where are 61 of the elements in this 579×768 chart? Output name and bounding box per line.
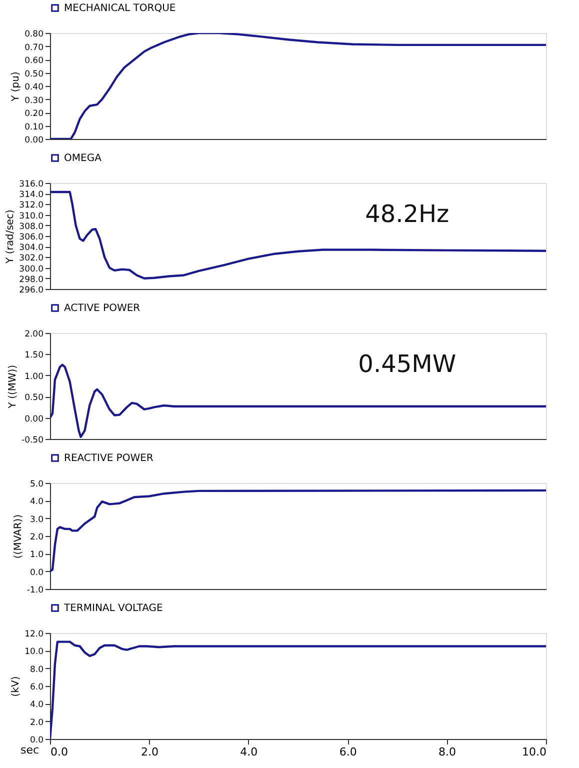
y-tick-label: 306.0 — [19, 232, 44, 242]
y-axis-title: Y ((MW)) — [8, 364, 19, 410]
y-tick-label: 8.0 — [30, 664, 44, 675]
y-tick-label: 298.0 — [19, 274, 44, 285]
y-tick-label: -0.50 — [22, 436, 44, 446]
y-tick-label: 302.0 — [19, 254, 44, 264]
y-tick-label: 0.20 — [24, 109, 44, 119]
y-tick-label: 10.0 — [24, 647, 44, 658]
legend-label: REACTIVE POWER — [64, 453, 154, 464]
y-tick-label: 1.0 — [30, 550, 44, 560]
x-axis-title: sec — [20, 744, 40, 756]
x-tick-label: 10.0 — [522, 746, 546, 758]
y-tick-label: 1.00 — [24, 372, 44, 382]
y-axis-title: Y (pu) — [10, 72, 22, 102]
y-tick-label: 0.40 — [24, 82, 44, 92]
y-tick-label: 0.30 — [24, 96, 44, 106]
y-tick-label: 4.0 — [30, 700, 44, 710]
y-tick-label: 0.80 — [24, 30, 44, 40]
y-tick-label: 0.60 — [24, 56, 44, 66]
y-tick-label: 0.10 — [24, 122, 44, 132]
y-tick-label: 312.0 — [19, 200, 44, 211]
y-tick-label: 0.00 — [24, 136, 44, 146]
annotation: 0.45MW — [358, 350, 456, 378]
y-axis-title: (kV) — [10, 676, 22, 697]
y-tick-label: 0.0 — [30, 568, 44, 578]
x-tick-label: 8.0 — [438, 746, 456, 758]
legend-label: OMEGA — [64, 153, 102, 164]
y-tick-label: 0.70 — [24, 42, 44, 53]
y-tick-label: 0.50 — [24, 69, 44, 80]
x-tick-label: 6.0 — [339, 746, 357, 758]
y-tick-label: 2.00 — [24, 330, 44, 340]
y-tick-label: 296.0 — [19, 286, 44, 296]
y-tick-label: 310.0 — [19, 211, 44, 222]
y-tick-label: 314.0 — [19, 190, 44, 200]
y-tick-label: 3.0 — [30, 514, 44, 525]
x-tick-label: 4.0 — [240, 746, 258, 758]
y-tick-label: 0.00 — [24, 414, 44, 424]
line-series — [50, 190, 546, 280]
y-tick-label: 12.0 — [24, 630, 44, 640]
y-tick-label: 1.50 — [24, 350, 44, 361]
y-tick-label: 2.0 — [30, 718, 44, 728]
y-tick-label: 316.0 — [19, 180, 44, 190]
y-tick-label: 0.50 — [24, 393, 44, 404]
annotation: 48.2Hz — [365, 200, 450, 228]
y-axis-title: Y (rad/sec) — [5, 209, 16, 264]
y-tick-label: 5.0 — [30, 480, 44, 490]
line-series — [50, 489, 546, 572]
y-tick-label: 2.0 — [30, 532, 44, 542]
x-tick-label: 2.0 — [140, 746, 158, 758]
y-axis-title: ((MVAR)) — [12, 514, 24, 559]
y-tick-label: 6.0 — [30, 682, 44, 692]
y-tick-label: 4.0 — [30, 497, 44, 508]
y-tick-label: 308.0 — [19, 222, 44, 232]
x-tick-label: 0.0 — [50, 746, 68, 758]
y-tick-label: -1.0 — [26, 586, 44, 596]
legend-label: ACTIVE POWER — [64, 303, 140, 314]
y-tick-label: 300.0 — [19, 264, 44, 274]
legend-label: TERMINAL VOLTAGE — [63, 603, 163, 614]
y-tick-label: 0.0 — [30, 736, 44, 746]
legend-label: MECHANICAL TORQUE — [64, 3, 176, 14]
y-tick-label: 304.0 — [19, 243, 44, 254]
